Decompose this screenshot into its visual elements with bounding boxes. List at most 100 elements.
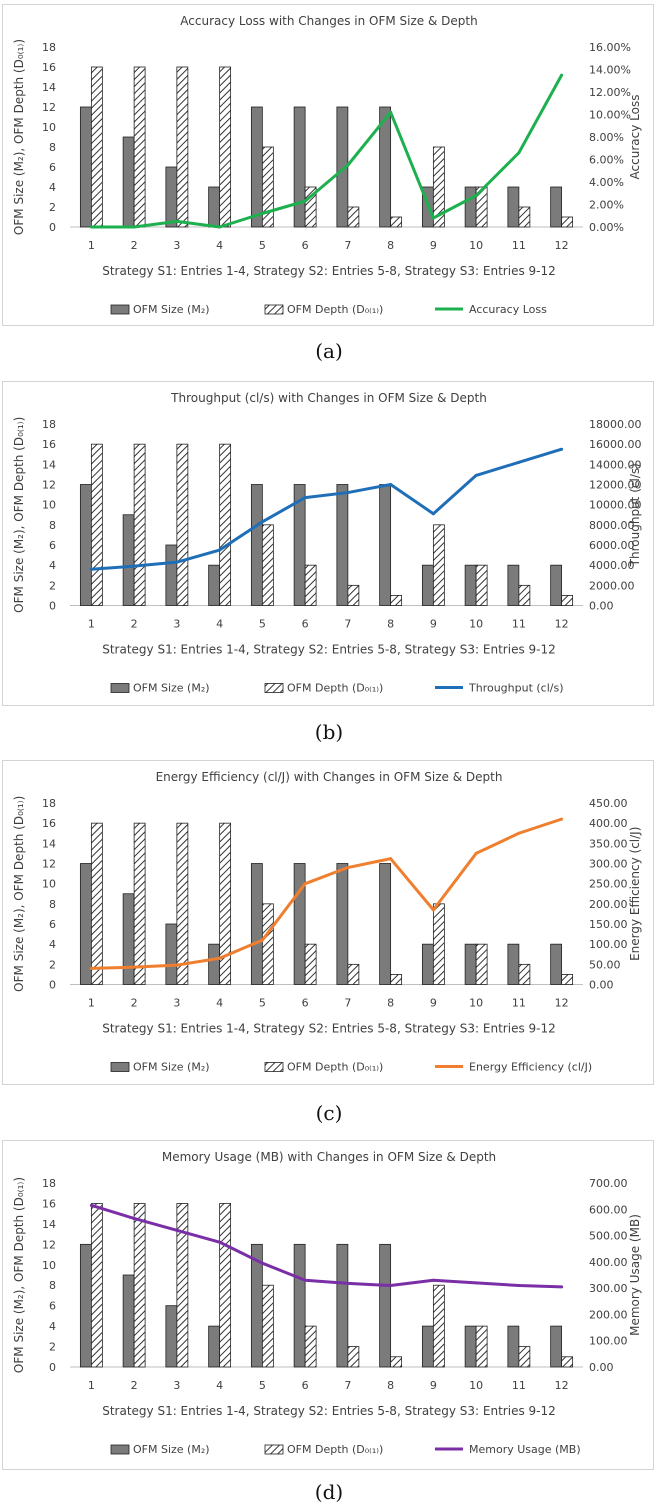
line-point (175, 963, 179, 967)
y-tick-left-label: 14 (42, 1218, 56, 1231)
bar-ofm-depth (432, 524, 445, 606)
line-point (260, 1261, 264, 1265)
bar-ofm-depth (390, 1356, 403, 1368)
legend-swatch-size (110, 683, 130, 693)
y-tick-left-label: 4 (49, 559, 56, 572)
bar-ofm-depth (133, 822, 146, 985)
bar-ofm-depth (475, 186, 488, 228)
y-tick-right-label: 200.00 (589, 1308, 628, 1321)
y-tick-right-label: 4.00% (589, 176, 624, 189)
line-point (431, 512, 435, 516)
y-tick-left-label: 16 (42, 61, 56, 74)
line-point (175, 219, 179, 223)
legend-label-line: Accuracy Loss (469, 303, 547, 316)
y-tick-right-label: 6.00% (589, 154, 624, 167)
chart-title: Accuracy Loss with Changes in OFM Size &… (180, 14, 477, 28)
x-tick-label: 9 (430, 1379, 437, 1392)
series-line (91, 817, 563, 970)
y-tick-right-label: 0.00 (589, 600, 614, 613)
bar-ofm-depth (261, 524, 274, 606)
y-tick-right-label: 450.00 (589, 797, 628, 810)
line-point (389, 1284, 393, 1288)
bar-ofm-size (550, 186, 563, 228)
chart-panel-c: Energy Efficiency (cl/J) with Changes in… (2, 760, 654, 1085)
bar-ofm-size (250, 484, 263, 606)
line-point (517, 151, 521, 155)
y-axis-right-title: Accuracy Loss (628, 95, 642, 180)
y-tick-right-label: 150.00 (589, 918, 628, 931)
y-tick-left-label: 0 (49, 221, 56, 234)
legend-label-line: Throughput (cl/s) (468, 682, 564, 695)
y-tick-left-label: 18 (42, 41, 56, 54)
x-tick-label: 11 (512, 1379, 526, 1392)
y-tick-left-label: 6 (49, 539, 56, 552)
x-tick-label: 9 (430, 618, 437, 631)
x-tick-label: 4 (216, 1379, 223, 1392)
bar-ofm-depth (561, 216, 574, 228)
y-tick-right-label: 300.00 (589, 1282, 628, 1295)
y-tick-right-label: 300.00 (589, 858, 628, 871)
y-tick-left-label: 8 (49, 898, 56, 911)
x-tick-label: 1 (88, 1379, 95, 1392)
bar-ofm-depth (518, 584, 531, 606)
line-point (132, 1216, 136, 1220)
x-tick-label: 8 (387, 239, 394, 252)
y-tick-left-label: 10 (42, 499, 56, 512)
legend-swatch-depth (264, 304, 284, 315)
line-point (560, 817, 564, 821)
bar-ofm-depth (133, 443, 146, 606)
line-point (175, 1228, 179, 1232)
bar-ofm-depth (133, 1203, 146, 1368)
bar-ofm-depth (432, 903, 445, 985)
bar-ofm-depth (390, 216, 403, 228)
bar-ofm-depth (475, 564, 488, 606)
line-point (89, 1203, 93, 1207)
x-tick-label: 5 (259, 239, 266, 252)
x-tick-label: 2 (131, 997, 138, 1010)
legend-label-depth: OFM Depth (D₀₍₁₎) (287, 682, 383, 695)
bar-ofm-depth (90, 443, 103, 606)
y-tick-left-label: 6 (49, 1300, 56, 1313)
y-tick-right-label: 8.00% (589, 131, 624, 144)
x-tick-label: 5 (259, 997, 266, 1010)
x-tick-label: 6 (302, 239, 309, 252)
y-axis-right-title: Memory Usage (MB) (628, 1214, 642, 1336)
bar-ofm-depth (176, 66, 189, 228)
line-point (389, 110, 393, 114)
y-tick-right-label: 2000.00 (589, 579, 635, 592)
bar-ofm-size (122, 893, 135, 985)
x-tick-label: 8 (387, 1379, 394, 1392)
x-tick-label: 6 (302, 1379, 309, 1392)
x-tick-label: 7 (344, 997, 351, 1010)
y-tick-left-label: 4 (49, 181, 56, 194)
legend-label-line: Memory Usage (MB) (469, 1443, 581, 1456)
series-line (91, 447, 563, 571)
legend-swatch-depth (264, 683, 284, 693)
y-tick-left-label: 12 (42, 858, 56, 871)
y-tick-right-label: 4000.00 (589, 559, 635, 572)
bar-ofm-depth (90, 66, 103, 228)
y-tick-left-label: 10 (42, 878, 56, 891)
legend-label-size: OFM Size (M₂) (133, 1443, 210, 1456)
y-tick-right-label: 18000.00 (589, 418, 642, 431)
y-tick-left-label: 2 (49, 579, 56, 592)
y-tick-left-label: 14 (42, 458, 56, 471)
bar-ofm-size (208, 564, 221, 606)
bar-ofm-size (336, 1243, 349, 1368)
legend-swatch-depth (264, 1444, 284, 1455)
x-tick-label: 10 (469, 239, 483, 252)
y-axis-left-title: OFM Size (M₂), OFM Depth (D₀₍₁₎) (12, 1177, 26, 1373)
chart-panel-d: Memory Usage (MB) with Changes in OFM Si… (2, 1140, 654, 1470)
caption-d: (d) (314, 1480, 344, 1504)
y-tick-left-label: 6 (49, 918, 56, 931)
bar-ofm-size (507, 1325, 520, 1368)
chart-title: Memory Usage (MB) with Changes in OFM Si… (162, 1150, 496, 1164)
bar-ofm-depth (219, 822, 232, 985)
line-point (389, 483, 393, 486)
x-tick-label: 12 (555, 618, 569, 631)
bar-ofm-size (208, 1325, 221, 1368)
x-axis-title: Strategy S1: Entries 1-4, Strategy S2: E… (102, 1022, 556, 1036)
y-tick-right-label: 400.00 (589, 817, 628, 830)
y-tick-right-label: 100.00 (589, 938, 628, 951)
x-tick-label: 10 (469, 997, 483, 1010)
